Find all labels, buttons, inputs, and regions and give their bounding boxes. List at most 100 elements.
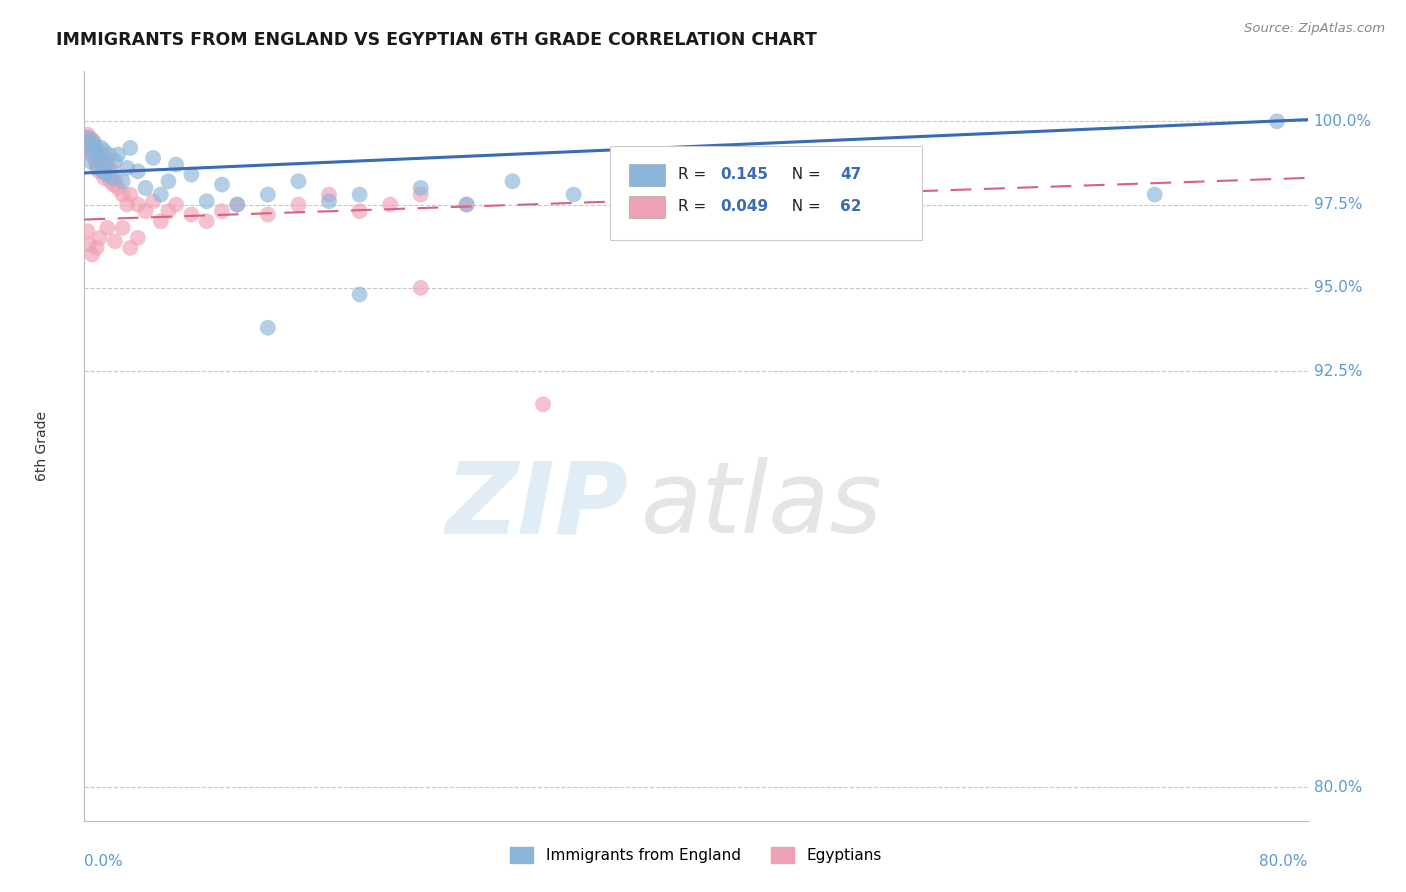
Point bbox=[86, 145, 108, 159]
Point bbox=[76, 224, 98, 238]
Point bbox=[165, 158, 187, 172]
Point bbox=[157, 174, 180, 188]
Point bbox=[502, 174, 524, 188]
Point bbox=[83, 134, 105, 148]
Point bbox=[180, 168, 202, 182]
Point bbox=[101, 164, 124, 178]
Text: N =: N = bbox=[782, 200, 825, 214]
Point bbox=[409, 181, 432, 195]
Point bbox=[94, 158, 117, 172]
Point bbox=[226, 197, 249, 211]
Text: R =: R = bbox=[678, 200, 711, 214]
Text: 0.049: 0.049 bbox=[720, 200, 769, 214]
Text: Source: ZipAtlas.com: Source: ZipAtlas.com bbox=[1244, 22, 1385, 36]
Point bbox=[287, 197, 309, 211]
Point bbox=[94, 158, 117, 172]
Text: 62: 62 bbox=[841, 200, 862, 214]
Point bbox=[127, 164, 149, 178]
Point bbox=[83, 147, 105, 161]
Point bbox=[349, 204, 371, 219]
Legend: Immigrants from England, Egyptians: Immigrants from England, Egyptians bbox=[505, 841, 887, 869]
Point bbox=[456, 197, 478, 211]
Point bbox=[142, 151, 165, 165]
Point bbox=[84, 154, 107, 169]
Point bbox=[104, 170, 127, 185]
Point bbox=[90, 141, 112, 155]
Point bbox=[195, 194, 218, 209]
Point bbox=[80, 137, 103, 152]
Point bbox=[77, 141, 100, 155]
Point bbox=[211, 178, 233, 192]
Point bbox=[180, 208, 202, 222]
Point bbox=[149, 187, 172, 202]
Point bbox=[89, 231, 111, 245]
Point bbox=[89, 154, 111, 169]
Point bbox=[87, 147, 110, 161]
Point bbox=[349, 287, 371, 301]
Text: R =: R = bbox=[678, 168, 711, 182]
Point bbox=[409, 187, 432, 202]
Point bbox=[115, 197, 138, 211]
Point bbox=[838, 197, 860, 211]
Point bbox=[79, 131, 101, 145]
Text: 97.5%: 97.5% bbox=[1313, 197, 1362, 212]
Point bbox=[83, 145, 105, 159]
Point bbox=[80, 247, 103, 261]
Text: 6th Grade: 6th Grade bbox=[35, 411, 49, 481]
Point bbox=[1143, 187, 1166, 202]
Point bbox=[380, 197, 402, 211]
Point bbox=[226, 197, 249, 211]
Point bbox=[135, 204, 157, 219]
Point bbox=[76, 128, 98, 142]
Point bbox=[87, 164, 110, 178]
Point bbox=[257, 187, 280, 202]
Point bbox=[77, 134, 100, 148]
Point bbox=[86, 241, 108, 255]
Point bbox=[127, 197, 149, 211]
Point bbox=[89, 154, 111, 169]
Text: 80.0%: 80.0% bbox=[1313, 780, 1362, 795]
Point bbox=[349, 187, 371, 202]
Point bbox=[257, 208, 280, 222]
Point bbox=[82, 141, 104, 155]
FancyBboxPatch shape bbox=[628, 195, 665, 219]
Text: 0.145: 0.145 bbox=[720, 168, 769, 182]
Point bbox=[104, 234, 127, 248]
Point bbox=[97, 147, 120, 161]
Point bbox=[211, 204, 233, 219]
Point bbox=[195, 214, 218, 228]
Point bbox=[685, 197, 707, 211]
Point bbox=[104, 154, 127, 169]
Point bbox=[120, 187, 142, 202]
Point bbox=[75, 131, 97, 145]
Point bbox=[120, 241, 142, 255]
Text: 92.5%: 92.5% bbox=[1313, 364, 1362, 378]
Point bbox=[111, 220, 134, 235]
Text: 0.0%: 0.0% bbox=[84, 855, 124, 870]
Point bbox=[79, 145, 101, 159]
Point bbox=[257, 320, 280, 334]
Point bbox=[409, 281, 432, 295]
Point bbox=[80, 134, 103, 148]
FancyBboxPatch shape bbox=[628, 163, 665, 186]
Point bbox=[531, 397, 554, 411]
Point bbox=[624, 194, 647, 209]
Point bbox=[165, 197, 187, 211]
Point bbox=[77, 141, 100, 155]
Point bbox=[96, 168, 118, 182]
Point bbox=[127, 231, 149, 245]
Point bbox=[120, 141, 142, 155]
Point bbox=[93, 170, 115, 185]
Point bbox=[90, 147, 112, 161]
FancyBboxPatch shape bbox=[610, 146, 922, 240]
Point bbox=[287, 174, 309, 188]
Text: IMMIGRANTS FROM ENGLAND VS EGYPTIAN 6TH GRADE CORRELATION CHART: IMMIGRANTS FROM ENGLAND VS EGYPTIAN 6TH … bbox=[56, 31, 817, 49]
Text: 95.0%: 95.0% bbox=[1313, 280, 1362, 295]
Point bbox=[318, 194, 340, 209]
Point bbox=[77, 237, 100, 252]
Text: ZIP: ZIP bbox=[446, 458, 628, 555]
Point bbox=[101, 170, 124, 185]
Point bbox=[93, 145, 115, 159]
Point bbox=[111, 187, 134, 202]
Point bbox=[157, 204, 180, 219]
